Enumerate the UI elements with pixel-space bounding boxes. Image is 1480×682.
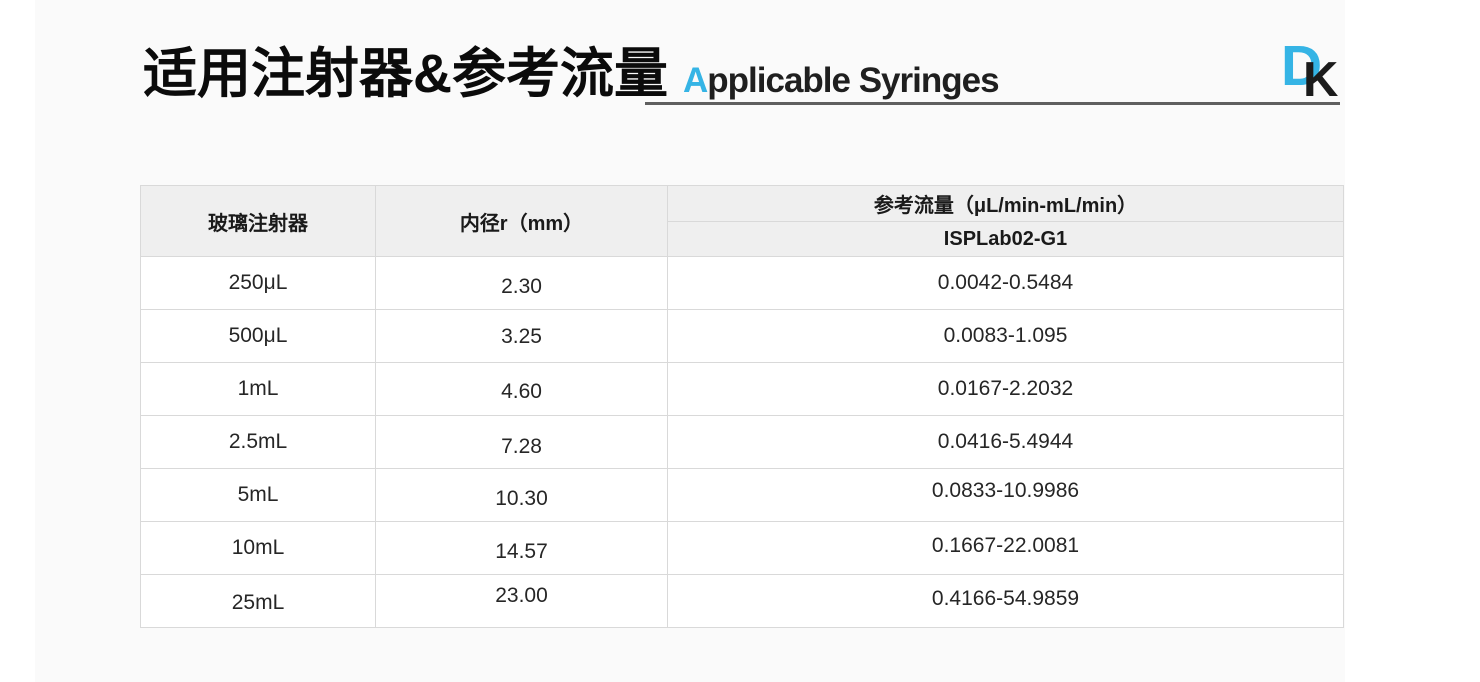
table-row: 2.5mL 7.28 0.0416-5.4944 [140, 415, 1344, 469]
table-row: 500μL 3.25 0.0083-1.095 [140, 309, 1344, 363]
cell-flow-value: 0.1667-22.0081 [931, 534, 1080, 557]
cell-diameter: 23.00 [375, 574, 668, 628]
subtitle-first-letter: A [683, 61, 708, 100]
subtitle-rest: pplicable Syringes [707, 61, 999, 100]
cell-diameter: 3.25 [375, 309, 668, 363]
table-row: 5mL 10.30 0.0833-10.9986 [140, 468, 1344, 522]
col-header-diameter: 内径r（mm） [375, 185, 668, 257]
cell-syringe-value: 500μL [228, 324, 288, 347]
cell-syringe: 10mL [140, 521, 376, 575]
cell-syringe-value: 2.5mL [228, 430, 288, 453]
cell-flow: 0.4166-54.9859 [667, 574, 1344, 628]
cell-syringe-value: 5mL [237, 483, 279, 506]
logo-letter-k: K [1303, 53, 1339, 107]
table-row: 25mL 23.00 0.4166-54.9859 [140, 574, 1344, 628]
cell-syringe: 500μL [140, 309, 376, 363]
cell-diameter-value: 14.57 [495, 540, 548, 563]
cell-syringe: 250μL [140, 256, 376, 310]
table-row: 1mL 4.60 0.0167-2.2032 [140, 362, 1344, 416]
cell-diameter: 7.28 [375, 415, 668, 469]
cell-flow: 0.0083-1.095 [667, 309, 1344, 363]
cell-flow-value: 0.4166-54.9859 [931, 587, 1080, 610]
col-header-flow-model: ISPLab02-G1 [667, 221, 1344, 257]
cell-diameter-value: 23.00 [495, 584, 548, 607]
content-card: 适用注射器&参考流量 Applicable Syringes D K 玻璃注射器… [35, 0, 1345, 682]
cell-flow-value: 0.0416-5.4944 [937, 430, 1074, 453]
cell-diameter: 14.57 [375, 521, 668, 575]
cell-diameter-value: 2.30 [501, 275, 542, 298]
col-header-flow-group: 参考流量（μL/min-mL/min） [667, 185, 1344, 222]
cell-syringe: 1mL [140, 362, 376, 416]
cell-diameter: 2.30 [375, 256, 668, 310]
table-body: 250μL 2.30 0.0042-0.5484 500μL 3.25 0.0083-1.… [140, 256, 1344, 628]
brand-logo: D K [1281, 30, 1345, 108]
logo-letter-d: D [1281, 34, 1323, 98]
cell-flow: 0.0833-10.9986 [667, 468, 1344, 522]
cell-diameter: 4.60 [375, 362, 668, 416]
table-row: 250μL 2.30 0.0042-0.5484 [140, 256, 1344, 310]
table-header-row-1: 玻璃注射器 内径r（mm） 参考流量（μL/min-mL/min） [140, 185, 1344, 257]
cell-flow-value: 0.0833-10.9986 [931, 479, 1080, 502]
cell-syringe: 5mL [140, 468, 376, 522]
syringe-flow-table: 玻璃注射器 内径r（mm） 参考流量（μL/min-mL/min） ISPLab… [140, 185, 1344, 628]
cell-syringe-value: 250μL [228, 271, 288, 294]
cell-diameter: 10.30 [375, 468, 668, 522]
cell-flow: 0.0416-5.4944 [667, 415, 1344, 469]
cell-flow: 0.0167-2.2032 [667, 362, 1344, 416]
page-title: 适用注射器&参考流量 [143, 44, 668, 104]
cell-syringe: 25mL [140, 574, 376, 628]
cell-syringe-value: 1mL [237, 377, 279, 400]
heading-underline [645, 102, 1340, 105]
cell-flow-value: 0.0167-2.2032 [937, 377, 1074, 400]
cell-flow-value: 0.0042-0.5484 [937, 271, 1074, 294]
col-header-syringe: 玻璃注射器 [140, 185, 376, 257]
cell-syringe-value: 10mL [231, 536, 285, 559]
cell-flow-value: 0.0083-1.095 [943, 324, 1068, 347]
page-subtitle: Applicable Syringes [683, 61, 1000, 101]
table-header-row-2: ISPLab02-G1 [141, 221, 1344, 257]
cell-diameter-value: 3.25 [501, 325, 542, 348]
cell-diameter-value: 7.28 [501, 435, 542, 458]
table-row: 10mL 14.57 0.1667-22.0081 [140, 521, 1344, 575]
cell-flow: 0.1667-22.0081 [667, 521, 1344, 575]
cell-syringe-value: 25mL [231, 591, 285, 614]
cell-syringe: 2.5mL [140, 415, 376, 469]
cell-diameter-value: 4.60 [501, 380, 542, 403]
cell-diameter-value: 10.30 [495, 487, 548, 510]
cell-flow: 0.0042-0.5484 [667, 256, 1344, 310]
